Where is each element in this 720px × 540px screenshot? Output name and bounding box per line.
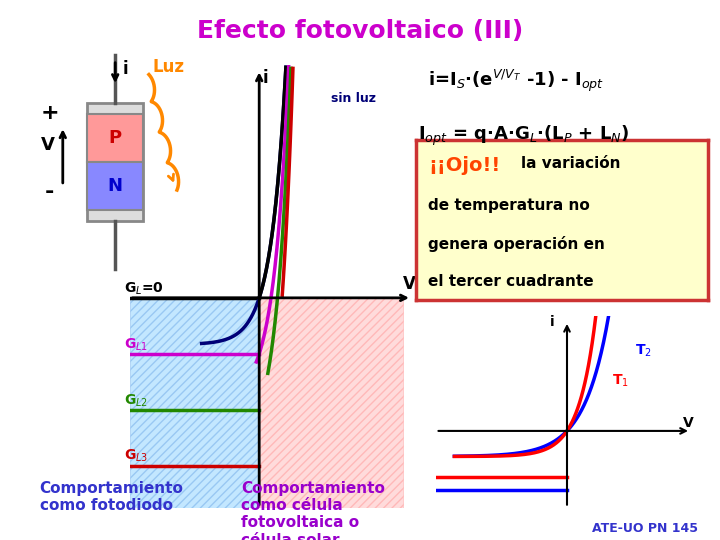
Text: i: i bbox=[122, 60, 128, 78]
Text: sin luz: sin luz bbox=[331, 92, 376, 105]
Text: Comportamiento
como fotodiodo: Comportamiento como fotodiodo bbox=[40, 481, 184, 513]
Text: G$_{L1}$: G$_{L1}$ bbox=[124, 336, 148, 353]
Text: V: V bbox=[683, 416, 694, 430]
Text: T$_2$: T$_2$ bbox=[634, 342, 652, 359]
Text: G$_{L3}$: G$_{L3}$ bbox=[124, 448, 148, 464]
Bar bbox=[87, 114, 143, 162]
Text: +: + bbox=[40, 103, 59, 123]
Text: de temperatura no: de temperatura no bbox=[428, 198, 590, 213]
Text: ATE-UO PN 145: ATE-UO PN 145 bbox=[593, 522, 698, 535]
Text: i: i bbox=[263, 70, 269, 87]
Text: P: P bbox=[109, 129, 122, 147]
Text: I$_{opt}$ = q·A·G$_L$·(L$_P$ + L$_N$): I$_{opt}$ = q·A·G$_L$·(L$_P$ + L$_N$) bbox=[418, 124, 629, 148]
Polygon shape bbox=[130, 298, 259, 508]
Bar bbox=[87, 162, 143, 210]
Text: G$_{L2}$: G$_{L2}$ bbox=[124, 392, 148, 409]
Text: i: i bbox=[550, 315, 554, 329]
Text: la variación: la variación bbox=[521, 157, 621, 171]
Text: G$_L$=0: G$_L$=0 bbox=[124, 280, 164, 296]
Text: Luz: Luz bbox=[153, 58, 184, 76]
Bar bbox=[87, 103, 143, 221]
Text: Efecto fotovoltaico (III): Efecto fotovoltaico (III) bbox=[197, 19, 523, 43]
Text: Comportamiento
como célula
fotovoltaica o
célula solar: Comportamiento como célula fotovoltaica … bbox=[241, 481, 385, 540]
Text: V: V bbox=[41, 136, 55, 154]
Text: T$_1$: T$_1$ bbox=[612, 373, 629, 389]
Text: ¡¡Ojo!!: ¡¡Ojo!! bbox=[428, 157, 500, 176]
Text: -: - bbox=[45, 181, 55, 201]
Text: el tercer cuadrante: el tercer cuadrante bbox=[428, 274, 593, 289]
Polygon shape bbox=[259, 298, 403, 508]
Text: genera operación en: genera operación en bbox=[428, 236, 605, 252]
Text: V: V bbox=[403, 275, 416, 293]
Text: N: N bbox=[108, 177, 122, 195]
Text: i=I$_S$·(e$^{V/V_T}$ -1) - I$_{opt}$: i=I$_S$·(e$^{V/V_T}$ -1) - I$_{opt}$ bbox=[428, 68, 605, 94]
